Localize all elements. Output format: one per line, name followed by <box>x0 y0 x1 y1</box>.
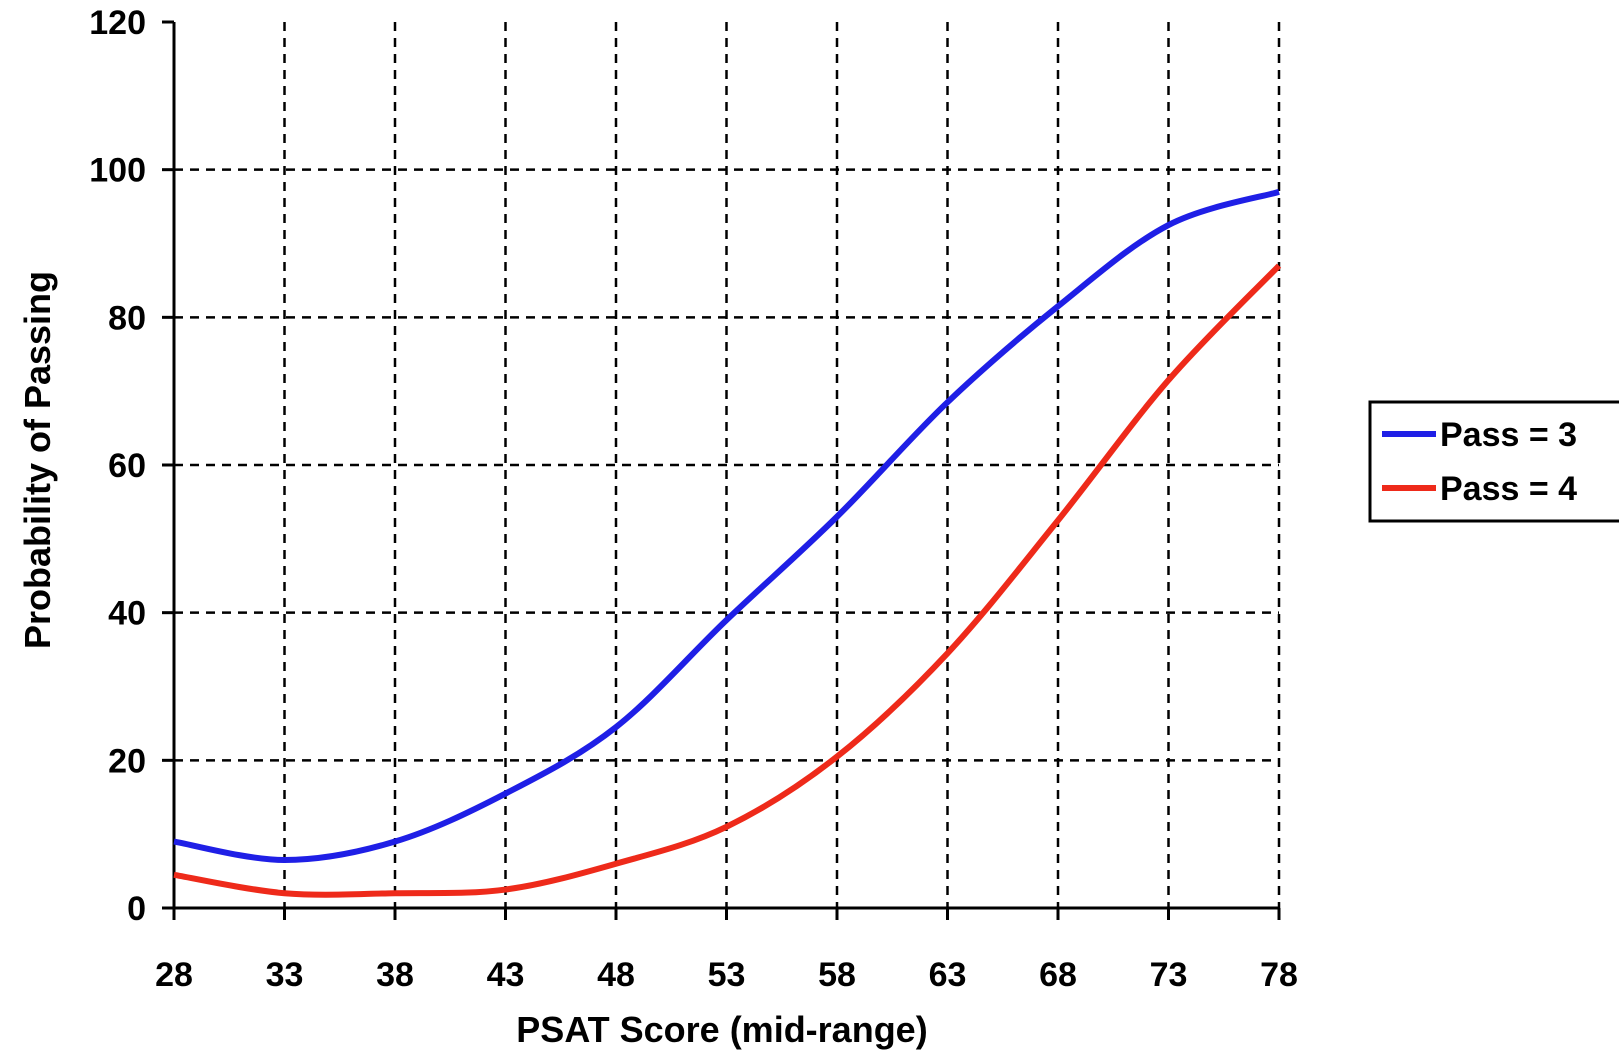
y-tick-label-120: 120 <box>89 4 146 42</box>
x-axis-title: PSAT Score (mid-range) <box>516 1009 927 1050</box>
y-axis-title: Probability of Passing <box>17 271 58 649</box>
legend-label-pass-3: Pass = 3 <box>1440 416 1577 454</box>
x-tick-label-73: 73 <box>1150 956 1188 994</box>
y-tick-label-80: 80 <box>108 299 146 337</box>
legend: Pass = 3 Pass = 4 <box>1368 400 1619 523</box>
x-tick-label-33: 33 <box>266 956 304 994</box>
grid <box>174 22 1281 908</box>
legend-box <box>1368 400 1619 523</box>
series-lines <box>173 188 1282 898</box>
y-tick-label-0: 0 <box>127 890 146 928</box>
x-tick-label-48: 48 <box>597 956 635 994</box>
legend-label-pass-4: Pass = 4 <box>1440 470 1577 508</box>
y-tick-label-100: 100 <box>89 152 146 190</box>
x-tick-label-78: 78 <box>1260 956 1298 994</box>
x-tick-label-68: 68 <box>1039 956 1077 994</box>
ticks: 0 20 40 60 80 100 120 28 33 38 43 48 53 58 63 68 73 78 <box>89 4 1298 994</box>
x-tick-label-58: 58 <box>818 956 856 994</box>
x-tick-label-43: 43 <box>487 956 525 994</box>
x-tick-label-28: 28 <box>155 956 193 994</box>
y-tick-label-20: 20 <box>108 742 146 780</box>
series-line-1 <box>173 263 1282 898</box>
y-tick-label-40: 40 <box>108 595 146 633</box>
y-tick-label-60: 60 <box>108 447 146 485</box>
x-tick-label-63: 63 <box>929 956 967 994</box>
x-tick-label-53: 53 <box>708 956 746 994</box>
series-line-0 <box>173 188 1280 864</box>
x-tick-label-38: 38 <box>376 956 414 994</box>
